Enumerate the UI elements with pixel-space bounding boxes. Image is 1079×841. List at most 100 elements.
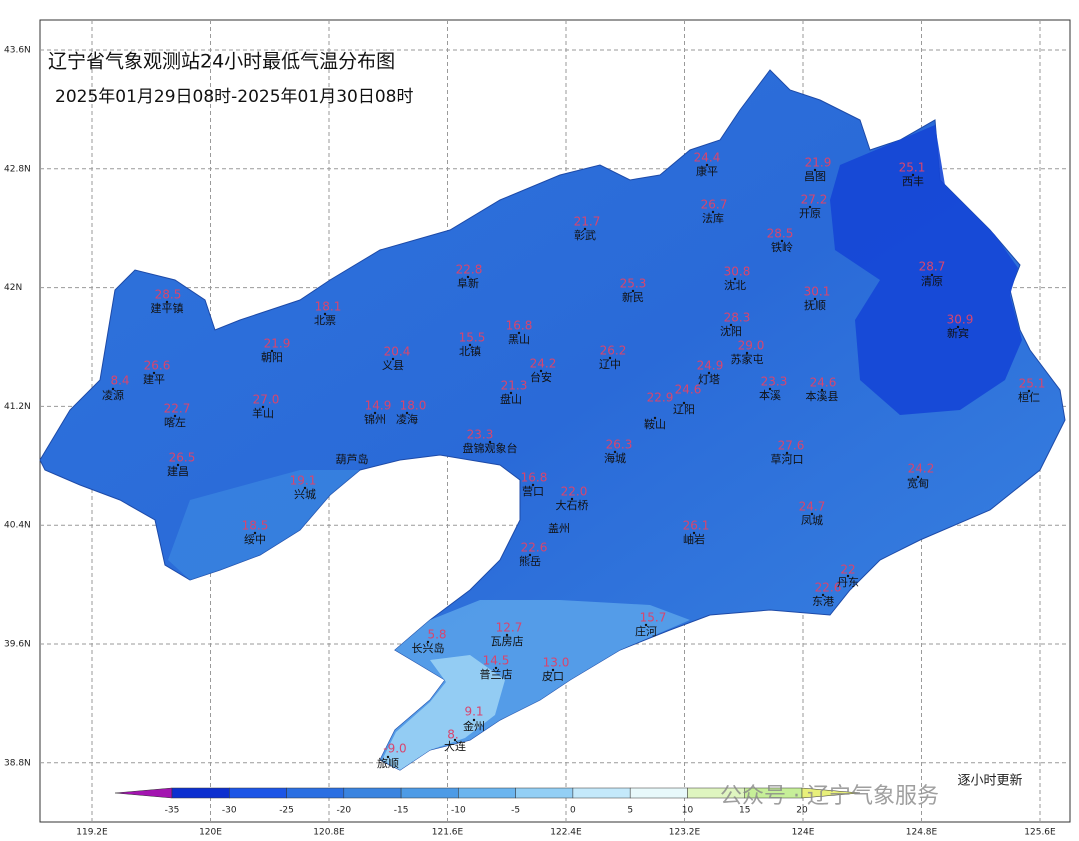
station-value: 26.3 [606, 438, 633, 452]
station-name: 黑山 [508, 333, 530, 346]
lon-label: 120E [199, 828, 222, 838]
station-name: 西丰 [902, 175, 924, 188]
station-name: 清原 [921, 275, 943, 288]
station-value: 26.2 [600, 344, 627, 358]
lon-label: 123.2E [669, 828, 701, 838]
colorbar-end [801, 787, 861, 799]
station-dot [173, 414, 177, 418]
station-dot [808, 205, 812, 209]
station-value: 22.6 [815, 581, 842, 595]
station-value: 12.7 [496, 621, 523, 635]
lon-label: 120.8E [313, 828, 345, 838]
colorbar-label: 15 [739, 806, 750, 816]
colorbar-label: -5 [511, 806, 520, 816]
colorbar-label: -10 [451, 806, 466, 816]
colorbar-label: 0 [570, 806, 576, 816]
station-value: 22.0 [561, 485, 588, 499]
station-dot [813, 297, 817, 301]
station-dot [583, 227, 587, 231]
station-value: 20.4 [384, 345, 411, 359]
station-name: 沈北 [724, 278, 746, 292]
station-name: 庄河 [635, 624, 657, 638]
station-dot [682, 401, 686, 405]
station-name: 皮口 [542, 670, 564, 683]
station-dot [1027, 389, 1031, 393]
station-value: 29.0 [738, 339, 765, 353]
warm-tip [382, 655, 505, 770]
place-name: 盖州 [548, 521, 570, 535]
station-name: 丹东 [837, 576, 859, 589]
station-name: 建平 [143, 372, 165, 386]
station-value: 24.6 [675, 383, 702, 397]
station-dot [956, 325, 960, 329]
station-value: 24.2 [530, 357, 557, 371]
station-dot [911, 173, 915, 177]
station-name: 喀左 [164, 416, 186, 429]
station-value: 28.5 [767, 227, 794, 241]
station-name: 朝阳 [261, 351, 283, 364]
station-dot [813, 168, 817, 172]
station-dot [653, 416, 657, 420]
station-value: 8. [447, 728, 458, 742]
station-name: 长兴岛 [412, 641, 445, 655]
station-value: 27.6 [778, 439, 805, 453]
station-name: 凤城 [801, 514, 823, 527]
axis-labels: 43.6N 42.8N 42N 41.2N 40.4N 39.6N 38.8N 119.2E 1… [4, 46, 1056, 838]
station-name: 辽中 [599, 358, 621, 371]
station-dot [261, 405, 265, 409]
station-dot [509, 391, 513, 395]
station-name: 旅顺 [377, 756, 399, 770]
station-name: 建平镇 [151, 301, 184, 315]
colorbar-segment [343, 787, 402, 799]
station-dot [707, 371, 711, 375]
station-value: 24.7 [799, 500, 826, 514]
station-value: 18.1 [315, 300, 342, 314]
station-name: 宽甸 [907, 476, 929, 490]
station-value: 21.9 [805, 156, 832, 170]
station-dot [846, 574, 850, 578]
station-dot [165, 300, 169, 304]
station-dot [608, 356, 612, 360]
colorbar-segment [286, 787, 345, 799]
station-value: 13.0 [543, 656, 570, 670]
station-name: 熊岳 [519, 554, 541, 568]
station-value: 19.1 [290, 474, 317, 488]
station-dot [631, 289, 635, 293]
lat-label: 41.2N [4, 402, 31, 412]
station-value: 16.8 [521, 471, 548, 485]
station-value: 24.4 [694, 151, 721, 165]
station-dot [528, 553, 532, 557]
station-dot [405, 411, 409, 415]
station-name: 新宾 [947, 326, 969, 340]
station-dot [745, 351, 749, 355]
station-name: 瓦房店 [491, 634, 524, 648]
lon-label: 121.6E [432, 828, 464, 838]
lat-label: 39.6N [4, 640, 31, 650]
station-value: 23.3 [761, 375, 788, 389]
station-dot [705, 163, 709, 167]
station-dot [517, 331, 521, 335]
station-value: 27.2 [801, 193, 828, 207]
station-dot [916, 475, 920, 479]
station-name: 抚顺 [804, 298, 826, 312]
station-value: 28.3 [724, 311, 751, 325]
station-name: 普兰店 [480, 667, 513, 681]
station-name: 铁岭 [771, 240, 793, 254]
station-name: 盘山 [500, 392, 522, 406]
station-value: 16.8 [506, 319, 533, 333]
station-dot [733, 277, 737, 281]
station-name: 辽阳 [673, 403, 695, 416]
station-value: 25.3 [620, 277, 647, 291]
station-dot [468, 343, 472, 347]
lat-label: 43.6N [4, 46, 31, 56]
station-value: 26.1 [683, 519, 710, 533]
colorbar-segment [229, 787, 287, 799]
station-dot [644, 623, 648, 627]
station-dot [531, 483, 535, 487]
station-dot [613, 450, 617, 454]
station-value: -9.0 [383, 742, 406, 756]
station-name: 盘锦观象台 [463, 441, 518, 455]
station-name: 桓仁 [1018, 390, 1040, 404]
station-name: 本溪县 [806, 389, 839, 403]
